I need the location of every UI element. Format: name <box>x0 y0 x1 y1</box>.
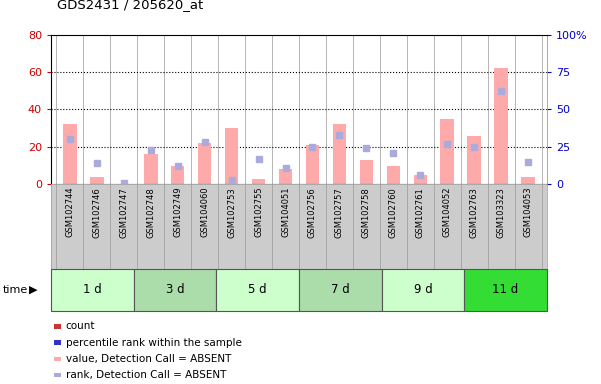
Text: GSM104052: GSM104052 <box>443 187 452 237</box>
Text: 3 d: 3 d <box>166 283 185 296</box>
Bar <box>225 128 239 184</box>
Text: GSM102760: GSM102760 <box>389 187 398 238</box>
Bar <box>216 269 299 311</box>
Text: 7 d: 7 d <box>331 283 350 296</box>
Text: 9 d: 9 d <box>413 283 432 296</box>
Text: GSM102749: GSM102749 <box>173 187 182 237</box>
Bar <box>133 269 216 311</box>
Text: GSM102747: GSM102747 <box>120 187 129 238</box>
Bar <box>464 269 547 311</box>
Text: GSM102755: GSM102755 <box>254 187 263 237</box>
Text: value, Detection Call = ABSENT: value, Detection Call = ABSENT <box>66 354 231 364</box>
Text: GSM103323: GSM103323 <box>496 187 505 238</box>
Bar <box>386 166 400 184</box>
Text: GSM102756: GSM102756 <box>308 187 317 238</box>
Bar <box>51 269 133 311</box>
Text: ▶: ▶ <box>29 285 37 295</box>
Bar <box>521 177 535 184</box>
Text: GSM102757: GSM102757 <box>335 187 344 238</box>
Bar <box>382 269 464 311</box>
Text: GSM102746: GSM102746 <box>93 187 102 238</box>
Text: GSM102753: GSM102753 <box>227 187 236 238</box>
Bar <box>63 124 77 184</box>
Bar <box>468 136 481 184</box>
Bar <box>441 119 454 184</box>
Text: 5 d: 5 d <box>248 283 267 296</box>
Bar <box>279 169 292 184</box>
Text: GDS2431 / 205620_at: GDS2431 / 205620_at <box>57 0 203 12</box>
Bar <box>333 124 346 184</box>
Text: GSM102744: GSM102744 <box>66 187 75 237</box>
Text: GSM102761: GSM102761 <box>416 187 425 238</box>
Bar <box>495 68 508 184</box>
Text: GSM102758: GSM102758 <box>362 187 371 238</box>
Bar <box>306 145 319 184</box>
Bar <box>144 154 157 184</box>
Text: percentile rank within the sample: percentile rank within the sample <box>66 338 242 348</box>
Text: GSM104051: GSM104051 <box>281 187 290 237</box>
Text: GSM104053: GSM104053 <box>523 187 532 237</box>
Text: 1 d: 1 d <box>83 283 102 296</box>
Text: rank, Detection Call = ABSENT: rank, Detection Call = ABSENT <box>66 370 226 380</box>
Text: 11 d: 11 d <box>492 283 519 296</box>
Bar <box>171 166 185 184</box>
Text: GSM104060: GSM104060 <box>200 187 209 237</box>
Bar <box>413 175 427 184</box>
Bar <box>198 143 212 184</box>
Bar <box>90 177 103 184</box>
Bar <box>359 160 373 184</box>
Bar <box>299 269 382 311</box>
Text: GSM102763: GSM102763 <box>469 187 478 238</box>
Bar <box>252 179 265 184</box>
Text: GSM102748: GSM102748 <box>146 187 155 238</box>
Text: time: time <box>3 285 28 295</box>
Text: count: count <box>66 321 95 331</box>
